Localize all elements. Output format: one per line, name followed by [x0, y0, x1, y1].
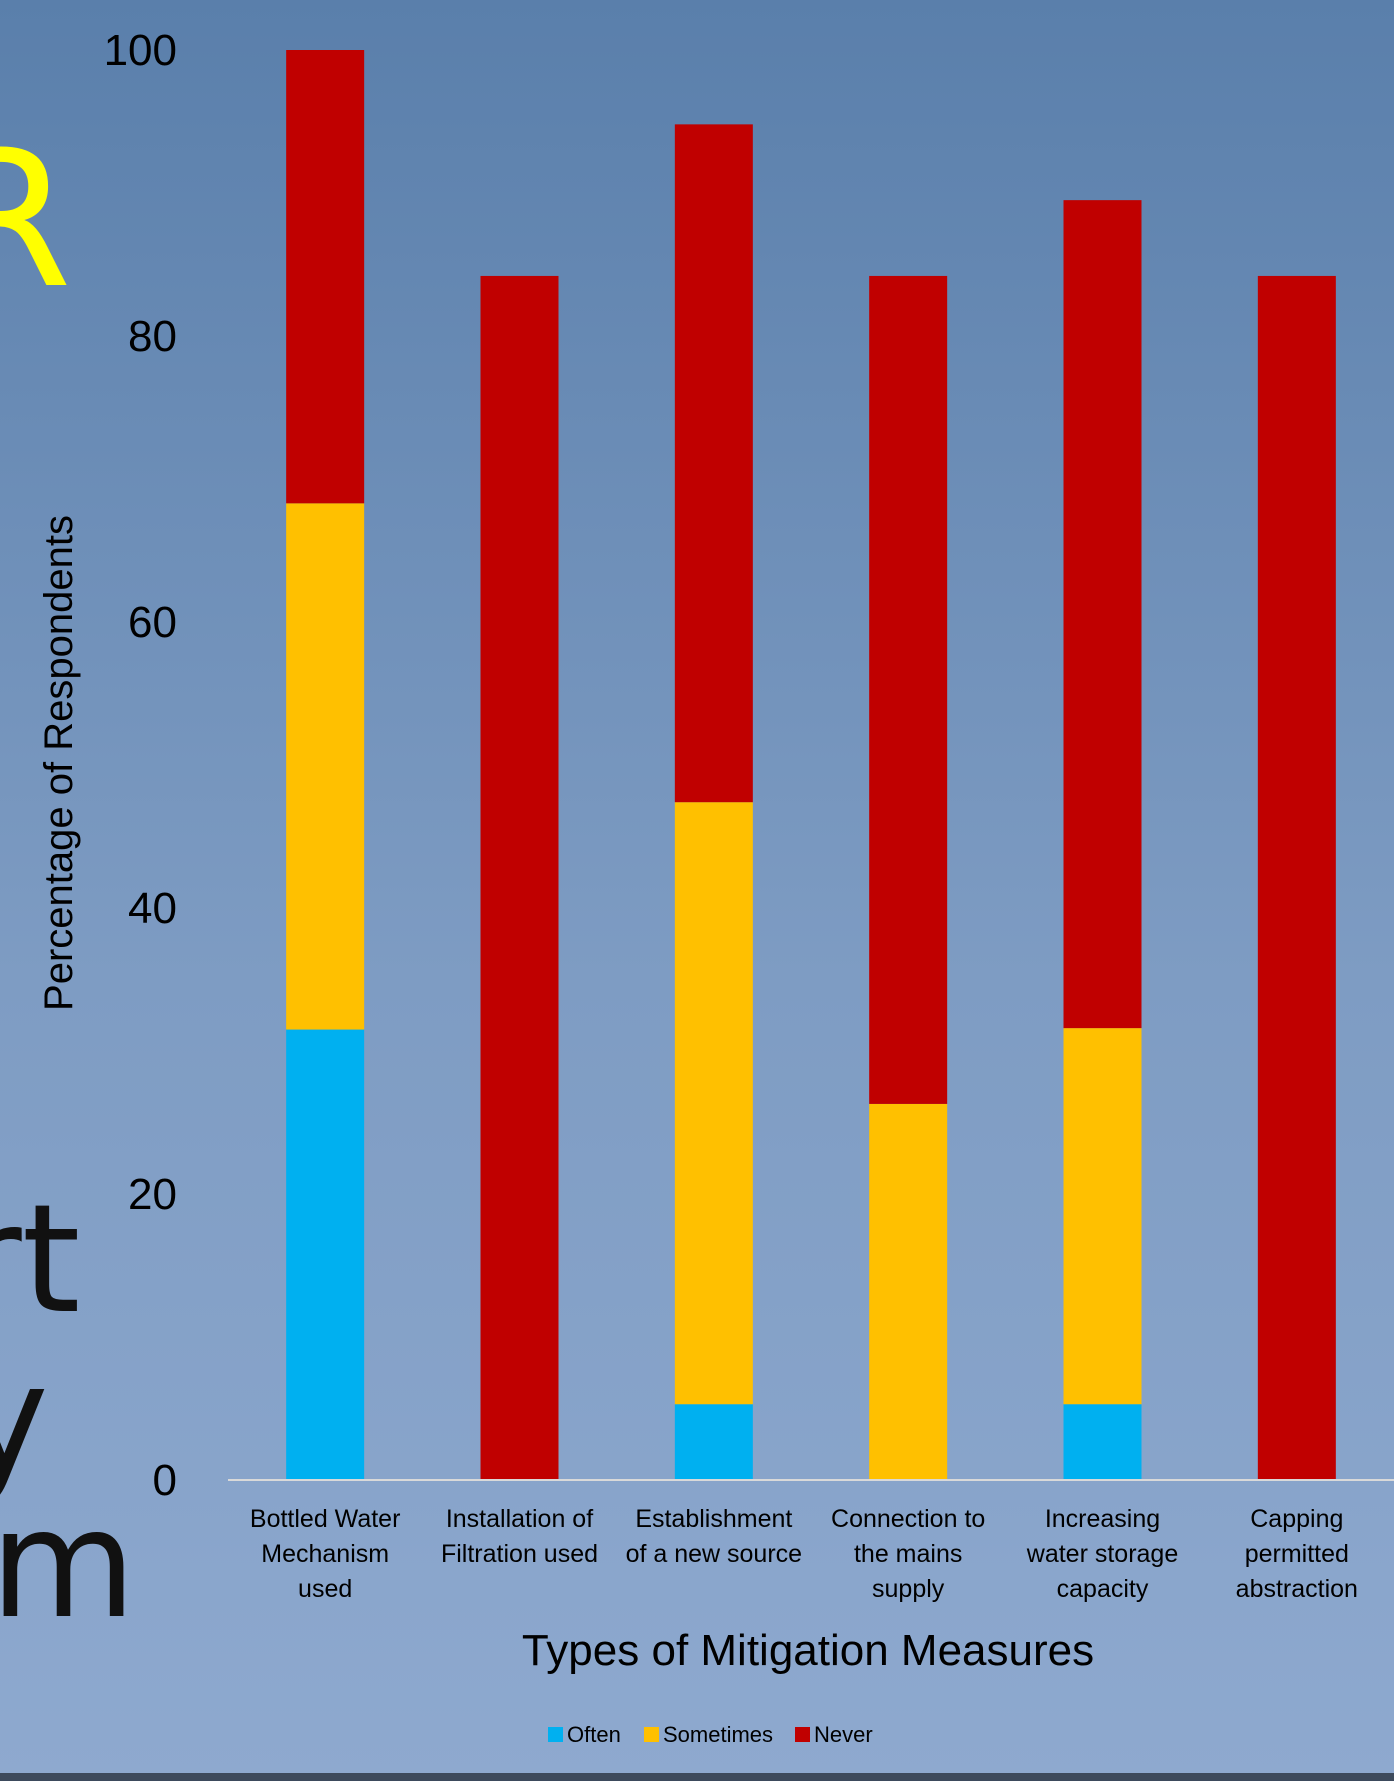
x-tick-label: of a new source	[626, 1540, 803, 1568]
bar-segment-often	[286, 1029, 365, 1480]
x-tick-label: abstraction	[1236, 1575, 1358, 1603]
legend: Often Sometimes Never	[548, 1722, 873, 1747]
background-letters-rt: rt	[0, 1173, 81, 1347]
bar-segment-sometimes	[286, 503, 365, 1030]
x-tick-label: permitted	[1245, 1540, 1349, 1568]
x-axis-tick-labels: Bottled Water Mechanism used Installation o…	[250, 1505, 1358, 1603]
bar-segment-sometimes	[674, 802, 753, 1405]
x-tick-label: used	[298, 1575, 352, 1603]
x-tick-label: Filtration used	[441, 1540, 598, 1568]
x-tick-label: capacity	[1057, 1575, 1149, 1603]
x-tick-label: Installation of	[446, 1505, 593, 1533]
x-tick-label: Connection to	[831, 1505, 985, 1533]
bar-segment-often	[674, 1404, 753, 1480]
legend-label-sometimes: Sometimes	[663, 1722, 773, 1747]
bar-segment-never	[286, 50, 365, 504]
y-tick-label: 100	[104, 26, 177, 75]
x-tick-label: Mechanism	[261, 1540, 389, 1568]
legend-label-never: Never	[814, 1722, 873, 1747]
bar-segment-sometimes	[869, 1103, 948, 1480]
y-tick-label: 40	[128, 884, 177, 933]
x-axis-title: Types of Mitigation Measures	[522, 1626, 1094, 1675]
slide-bottom-bar	[0, 1773, 1394, 1781]
y-tick-label: 80	[128, 312, 177, 361]
background-letter-y: y	[0, 1333, 49, 1507]
y-tick-label: 0	[153, 1456, 177, 1505]
bar-segment-often	[1063, 1404, 1142, 1480]
x-tick-label: Capping	[1250, 1505, 1343, 1533]
y-tick-label: 60	[128, 598, 177, 647]
bar-segment-never	[869, 275, 948, 1104]
legend-swatch-often	[548, 1727, 563, 1742]
background-letter-m: m	[0, 1478, 137, 1652]
y-axis-title: Percentage of Respondents	[37, 515, 81, 1011]
legend-swatch-never	[795, 1727, 810, 1742]
y-tick-label: 20	[128, 1170, 177, 1219]
bar-segment-sometimes	[1063, 1028, 1142, 1405]
bar-segment-never	[480, 275, 559, 1481]
legend-label-often: Often	[567, 1722, 621, 1747]
x-tick-label: Bottled Water	[250, 1505, 401, 1533]
y-axis-ticks: 0 20 40 60 80 100	[104, 26, 177, 1505]
x-tick-label: supply	[872, 1575, 945, 1603]
x-tick-label: Establishment	[635, 1505, 792, 1533]
x-tick-label: water storage	[1026, 1540, 1178, 1568]
bars-group	[286, 50, 1336, 1481]
bar-segment-never	[1257, 275, 1336, 1481]
x-tick-label: the mains	[854, 1540, 962, 1568]
bar-segment-never	[1063, 200, 1142, 1029]
legend-swatch-sometimes	[644, 1727, 659, 1742]
bar-segment-never	[674, 124, 753, 803]
background-letter-r: R	[0, 109, 73, 330]
x-tick-label: Increasing	[1045, 1505, 1160, 1533]
